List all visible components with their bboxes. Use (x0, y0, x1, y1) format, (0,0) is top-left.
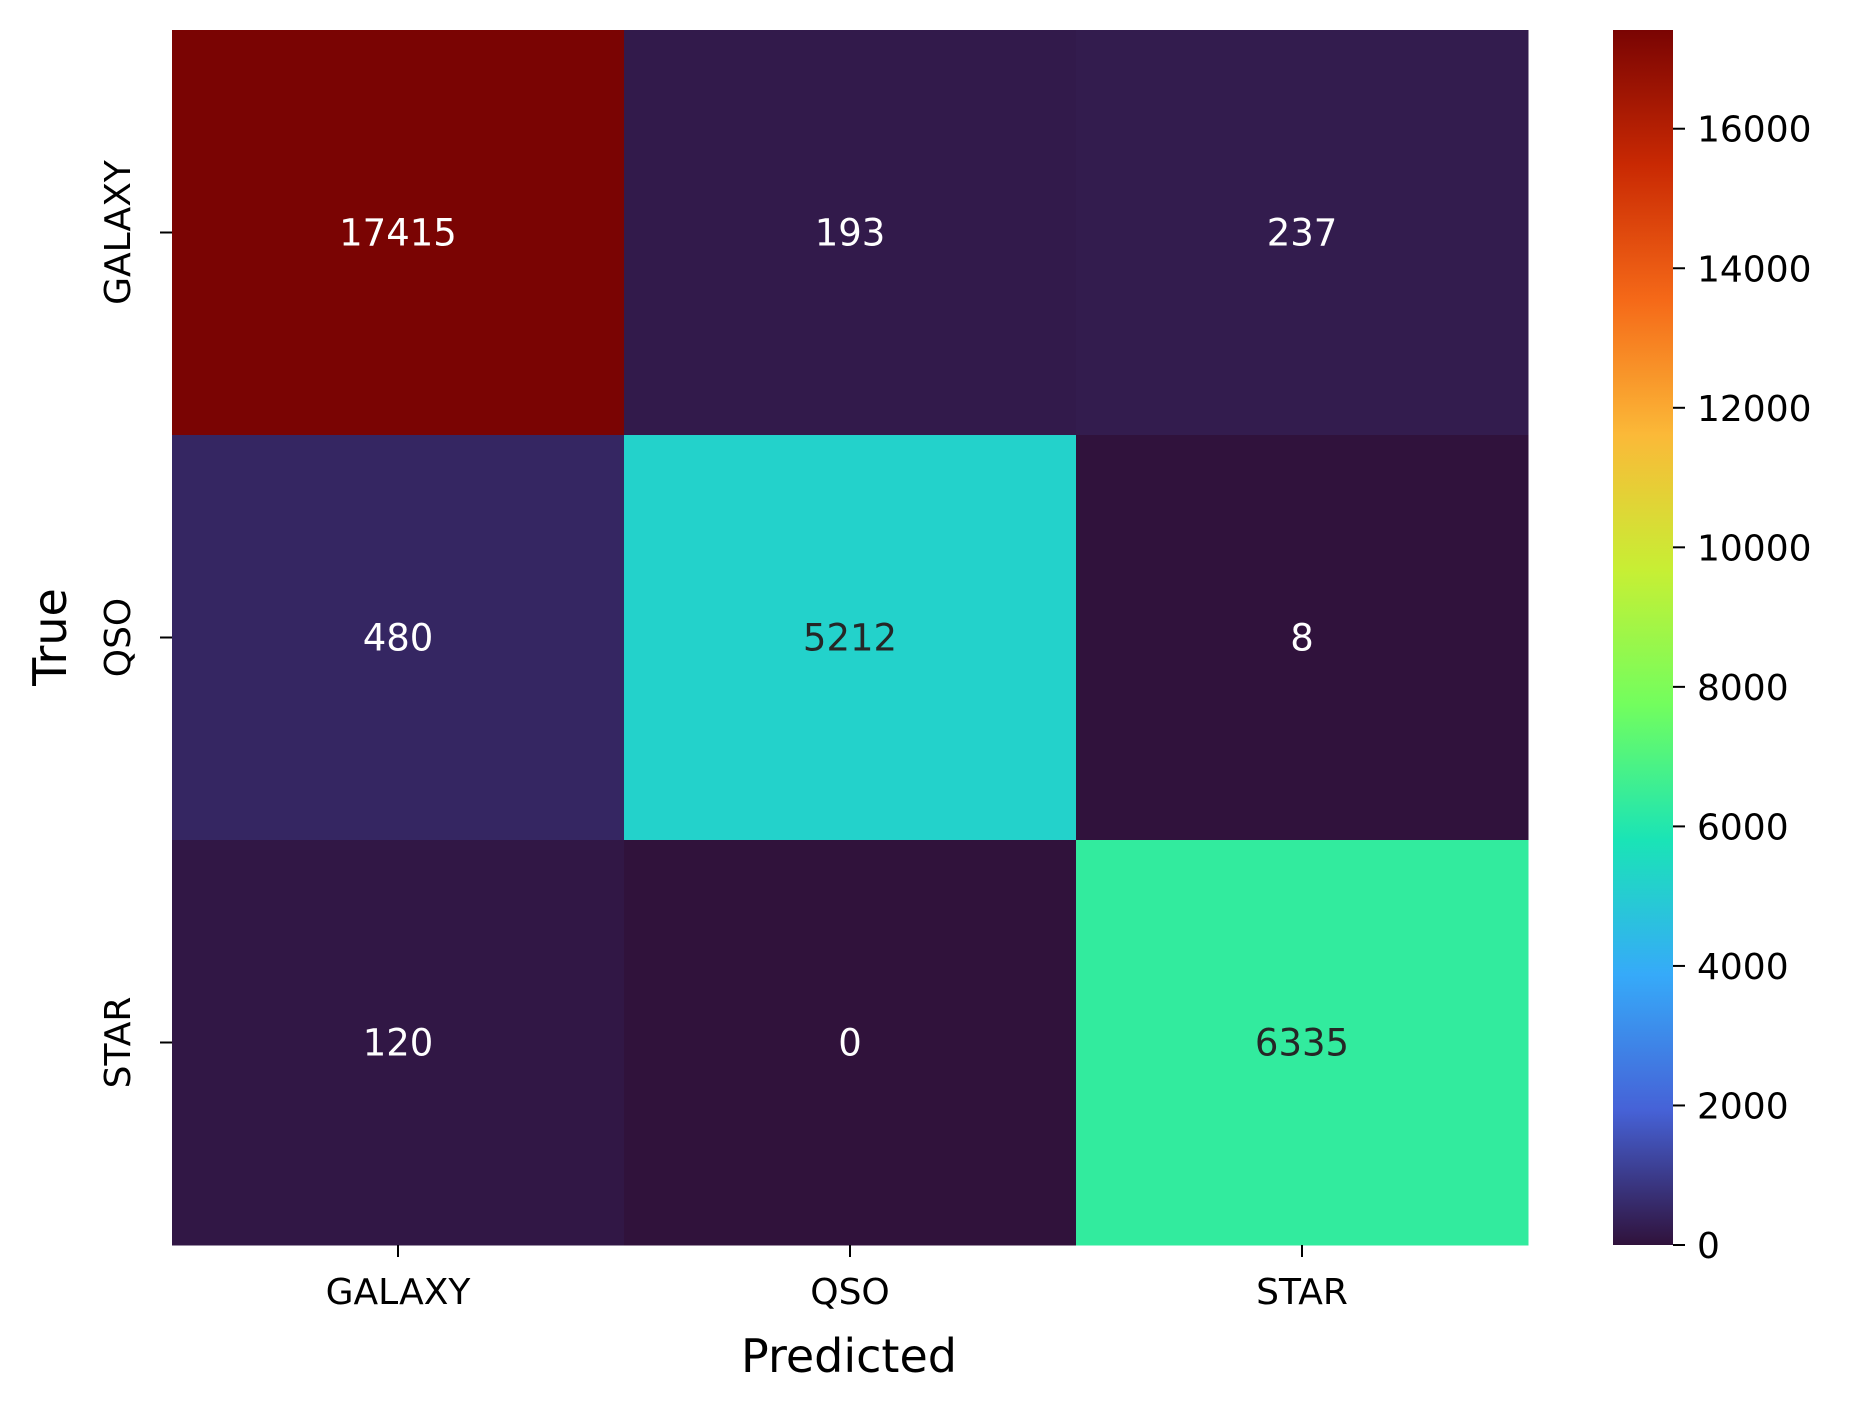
heatmap-cell (624, 435, 1077, 841)
cell-value-label: 120 (363, 1022, 434, 1065)
colorbar: 0 2000 4000 6000 8000 10000 12000 14000 16000 (1613, 30, 1812, 1267)
heatmap-cell-labels: 17415 193 237 480 5212 8 120 0 6335 (339, 212, 1349, 1065)
x-axis-title: Predicted (741, 1329, 957, 1383)
y-tick-label: QSO (98, 598, 139, 678)
colorbar-tick-label: 10000 (1697, 528, 1812, 569)
x-tick-label: GALAXY (326, 1272, 472, 1313)
cell-value-label: 237 (1267, 212, 1338, 255)
cell-value-label: 5212 (803, 617, 897, 660)
heatmap-cell (1076, 30, 1529, 436)
colorbar-tick-label: 0 (1697, 1226, 1720, 1267)
x-tick-label: STAR (1256, 1272, 1348, 1313)
colorbar-tick-label: 4000 (1697, 947, 1789, 988)
colorbar-gradient (1613, 30, 1673, 1245)
heatmap-cell (172, 30, 625, 436)
heatmap-cell (624, 840, 1077, 1246)
colorbar-tick-label: 2000 (1697, 1086, 1789, 1127)
heatmap-cell (624, 30, 1077, 436)
colorbar-tick-label: 12000 (1697, 389, 1812, 430)
heatmap-cell (172, 435, 625, 841)
x-tick-label: QSO (810, 1272, 890, 1313)
x-axis: GALAXY QSO STAR (326, 1245, 1348, 1313)
heatmap-cell (1076, 840, 1529, 1246)
cell-value-label: 193 (815, 212, 886, 255)
y-axis-title: True (23, 588, 77, 687)
y-axis: GALAXY QSO STAR (98, 159, 172, 1088)
colorbar-tick-label: 6000 (1697, 807, 1789, 848)
heatmap-cell (1076, 435, 1529, 841)
cell-value-label: 480 (363, 617, 434, 660)
cell-value-label: 17415 (339, 212, 457, 255)
y-tick-label: STAR (98, 997, 139, 1089)
y-tick-label: GALAXY (98, 159, 139, 305)
cell-value-label: 0 (838, 1022, 862, 1065)
heatmap-cells (172, 30, 1529, 1246)
heatmap-cell (172, 840, 625, 1246)
cell-value-label: 8 (1290, 617, 1314, 660)
colorbar-tick-label: 8000 (1697, 668, 1789, 709)
colorbar-tick-label: 16000 (1697, 110, 1812, 151)
cell-value-label: 6335 (1255, 1022, 1349, 1065)
colorbar-tick-label: 14000 (1697, 249, 1812, 290)
